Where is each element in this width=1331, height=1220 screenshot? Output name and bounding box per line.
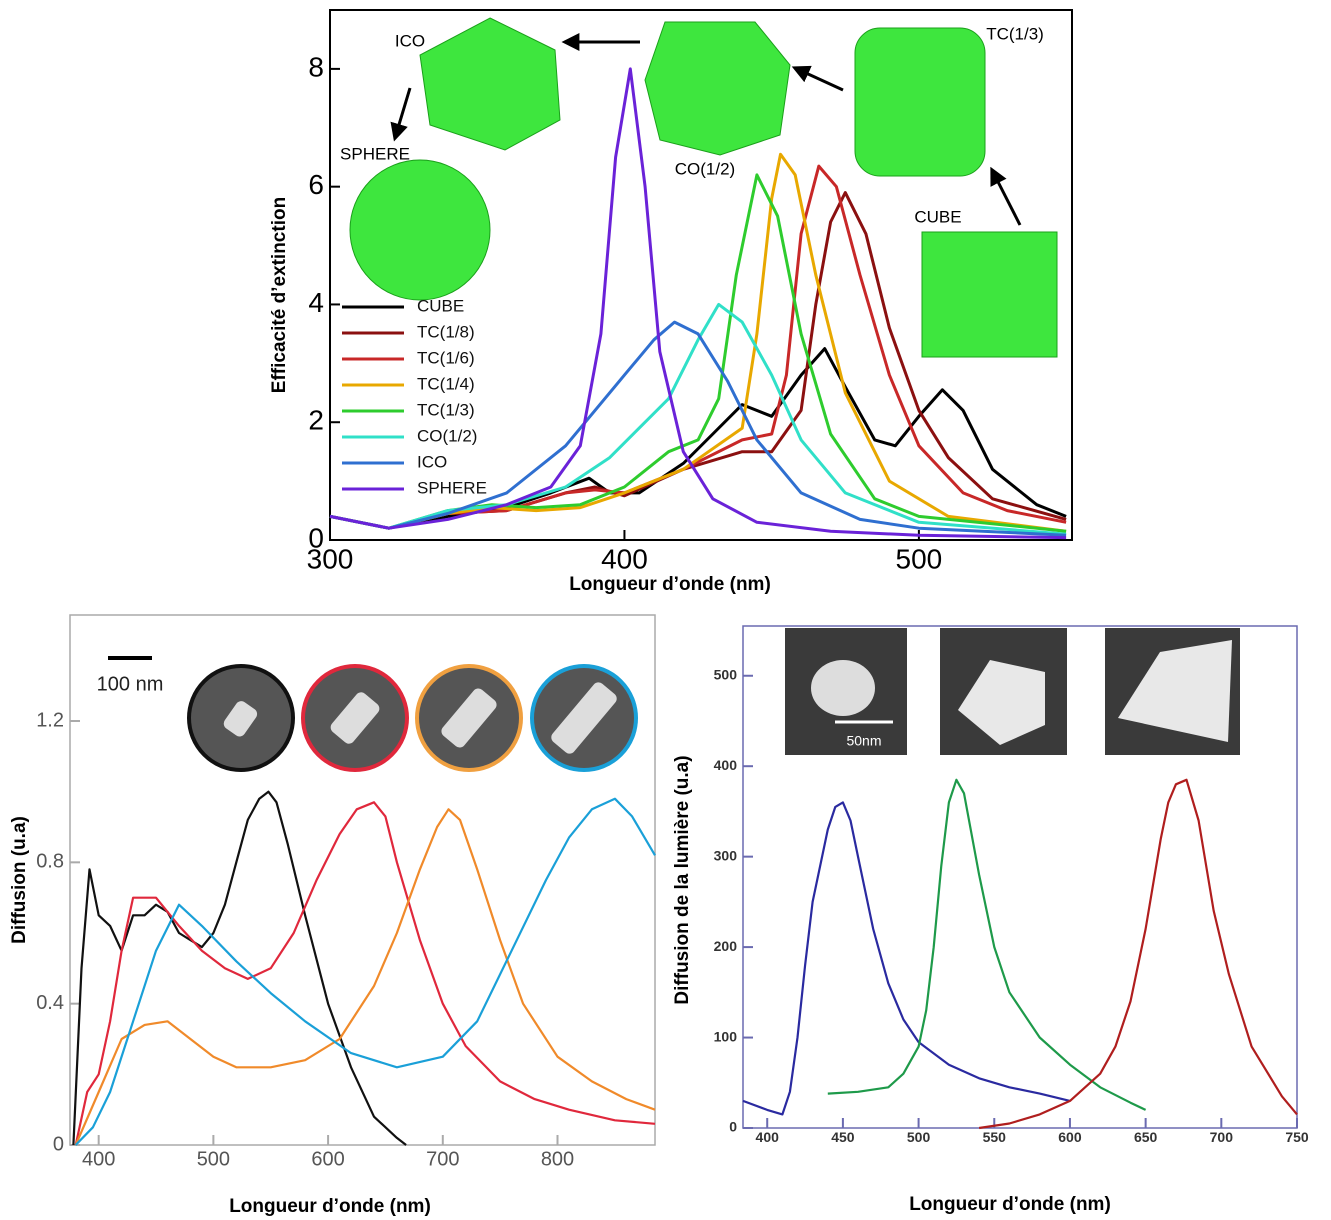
x-tick-label: 400 xyxy=(601,543,648,574)
sphere-shape xyxy=(350,160,490,300)
y-tick-label: 300 xyxy=(714,847,738,863)
legend-label: SPHERE xyxy=(417,478,487,497)
y-tick-label: 6 xyxy=(308,169,324,200)
legend-label: TC(1/6) xyxy=(417,348,475,367)
x-tick-label: 600 xyxy=(1058,1129,1082,1145)
y-tick-label: 8 xyxy=(308,51,324,82)
particle xyxy=(811,660,875,716)
x-tick-label: 700 xyxy=(1210,1129,1234,1145)
series-line xyxy=(76,799,655,1145)
series-line xyxy=(979,780,1297,1128)
y-tick-label: 500 xyxy=(714,666,738,682)
y-tick-label: 200 xyxy=(714,938,738,954)
y-axis-label: Diffusion de la lumière (u.a) xyxy=(672,755,693,1004)
annotation: 100 nm xyxy=(97,673,164,695)
y-tick-label: 0 xyxy=(308,522,324,553)
x-tick-label: 800 xyxy=(541,1148,574,1170)
legend-label: CUBE xyxy=(417,296,464,315)
tc-shape xyxy=(855,28,985,176)
series-line xyxy=(76,809,655,1145)
co-shape xyxy=(645,22,790,155)
x-tick-label: 650 xyxy=(1134,1129,1158,1145)
legend-label: CO(1/2) xyxy=(417,426,477,445)
legend-label: TC(1/8) xyxy=(417,322,475,341)
figure: 300 400 500 0 2 4 6 8 Longueur d’onde (nm) Effica… xyxy=(0,0,1331,1220)
x-tick-label: 550 xyxy=(983,1129,1007,1145)
series-line xyxy=(76,802,655,1145)
x-tick-label: 450 xyxy=(831,1129,855,1145)
legend-label: TC(1/3) xyxy=(417,400,475,419)
annotation: TC(1/3) xyxy=(986,24,1044,43)
x-tick-label: 500 xyxy=(907,1129,931,1145)
ico-shape xyxy=(420,18,560,150)
x-tick-label: 400 xyxy=(756,1129,780,1145)
page: {"chart_data": [ {"type": "line", "x_lab… xyxy=(0,0,1331,1220)
annotation: 50nm xyxy=(846,733,881,749)
y-tick-label: 0 xyxy=(53,1133,64,1155)
arrow xyxy=(395,88,410,138)
x-tick-label: 750 xyxy=(1285,1129,1309,1145)
y-tick-label: 4 xyxy=(308,287,324,318)
series-line xyxy=(828,780,1146,1110)
y-tick-label: 400 xyxy=(714,757,738,773)
annotation: SPHERE xyxy=(340,144,410,163)
series-line xyxy=(73,792,406,1145)
arrow xyxy=(992,170,1020,225)
x-axis-label: Longueur d’onde (nm) xyxy=(229,1196,431,1217)
y-axis-label: Diffusion (u.a) xyxy=(9,816,30,944)
legend-label: ICO xyxy=(417,452,447,471)
x-axis-label: Longueur d’onde (nm) xyxy=(909,1194,1111,1215)
x-axis-label: Longueur d’onde (nm) xyxy=(569,574,771,595)
annotation: CUBE xyxy=(914,207,961,226)
x-tick-label: 400 xyxy=(82,1148,115,1170)
y-tick-label: 2 xyxy=(308,405,324,436)
y-tick-label: 0 xyxy=(729,1119,737,1135)
y-tick-label: 0.4 xyxy=(36,992,64,1014)
cube-shape xyxy=(922,232,1057,357)
x-tick-label: 500 xyxy=(197,1148,230,1170)
x-tick-label: 500 xyxy=(896,543,943,574)
arrow xyxy=(795,68,843,90)
x-tick-label: 600 xyxy=(311,1148,344,1170)
legend-label: TC(1/4) xyxy=(417,374,475,393)
y-tick-label: 100 xyxy=(714,1028,738,1044)
y-tick-label: 1.2 xyxy=(36,709,64,731)
annotation: CO(1/2) xyxy=(675,159,735,178)
y-tick-label: 0.8 xyxy=(36,851,64,873)
x-tick-label: 700 xyxy=(426,1148,459,1170)
y-axis-label: Efficacité d’extinction xyxy=(269,197,290,393)
annotation: ICO xyxy=(395,31,425,50)
